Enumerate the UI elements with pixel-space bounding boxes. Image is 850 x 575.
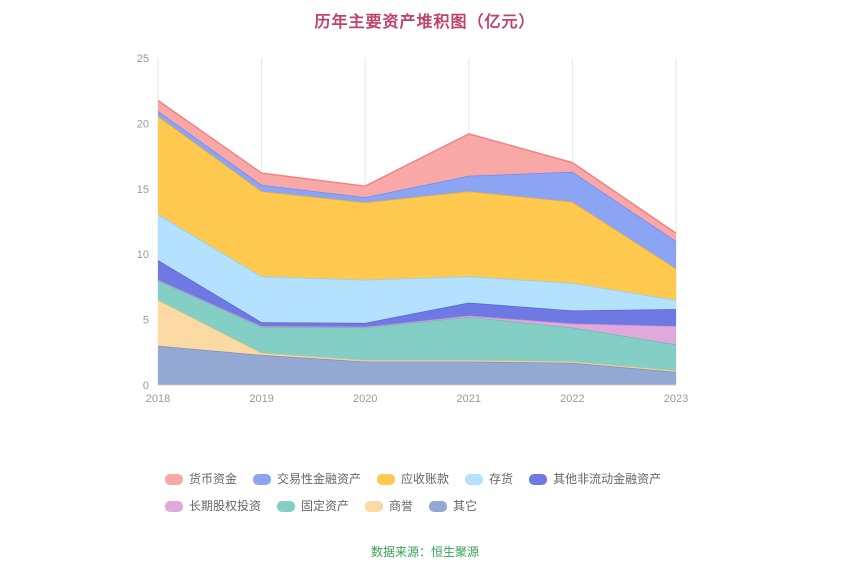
legend-label: 其他非流动金融资产 xyxy=(553,472,662,486)
y-tick-label: 0 xyxy=(143,380,149,392)
legend-label: 其它 xyxy=(453,499,478,513)
area-series-7 xyxy=(158,110,676,269)
legend-swatch xyxy=(529,473,548,485)
area-series-line-8 xyxy=(157,99,677,234)
legend-label: 商誉 xyxy=(389,499,414,513)
area-series-4 xyxy=(158,260,676,327)
legend-item-6[interactable]: 固定资产 xyxy=(277,499,349,513)
legend-swatch xyxy=(365,500,384,512)
legend-label: 固定资产 xyxy=(301,499,350,513)
y-tick-label: 10 xyxy=(137,249,149,261)
legend-label: 存货 xyxy=(489,472,514,486)
area-series-0 xyxy=(158,345,676,385)
y-tick-label: 5 xyxy=(143,315,149,327)
x-tick-label: 2019 xyxy=(249,393,273,405)
legend-swatch xyxy=(377,473,396,485)
legend-swatch xyxy=(429,500,448,512)
legend-label: 应收账款 xyxy=(401,472,450,486)
legend-label: 货币资金 xyxy=(189,472,238,486)
y-tick-label: 15 xyxy=(137,184,149,196)
legend-label: 交易性金融资产 xyxy=(277,472,362,486)
x-tick-label: 2020 xyxy=(353,393,377,405)
chart-legend: 货币资金 交易性金融资产 应收账款 存货 其他非流动金融资产长期股权投资 固定资产 商誉 其它 xyxy=(165,472,705,513)
legend-swatch xyxy=(465,473,484,485)
legend-label: 长期股权投资 xyxy=(189,499,262,513)
legend-item-1[interactable]: 交易性金融资产 xyxy=(253,472,361,486)
stacked-area-chart: 0 5 10 15 20 25 2018 2019 2020 2021 2022 2023 xyxy=(137,53,688,405)
area-series-8 xyxy=(158,100,676,242)
legend-item-7[interactable]: 商誉 xyxy=(365,499,413,513)
legend-item-0[interactable]: 货币资金 xyxy=(165,472,237,486)
x-tick-label: 2022 xyxy=(560,393,584,405)
legend-item-3[interactable]: 存货 xyxy=(465,472,513,486)
y-tick-label: 25 xyxy=(137,53,149,65)
area-series-5 xyxy=(158,214,676,323)
legend-swatch xyxy=(165,500,183,512)
data-source: 数据来源：恒生聚源 xyxy=(370,545,479,559)
legend-item-8[interactable]: 其它 xyxy=(429,499,477,513)
legend-swatch xyxy=(277,500,296,512)
legend-swatch xyxy=(165,473,183,485)
chart-title: 历年主要资产堆积图（亿元） xyxy=(314,14,536,31)
legend-item-4[interactable]: 其他非流动金融资产 xyxy=(529,472,661,486)
x-tick-label: 2021 xyxy=(457,393,481,405)
x-tick-label: 2023 xyxy=(664,393,688,405)
chart-canvas: 0 5 10 15 20 25 2018 2019 2020 2021 2022 2023 xyxy=(137,53,688,405)
legend-swatch xyxy=(253,473,272,485)
area-series-2 xyxy=(158,280,676,371)
legend-item-5[interactable]: 长期股权投资 xyxy=(165,499,261,513)
area-series-6 xyxy=(158,116,676,300)
y-tick-label: 20 xyxy=(137,118,149,130)
x-tick-label: 2018 xyxy=(146,393,170,405)
legend-item-2[interactable]: 应收账款 xyxy=(377,472,449,486)
